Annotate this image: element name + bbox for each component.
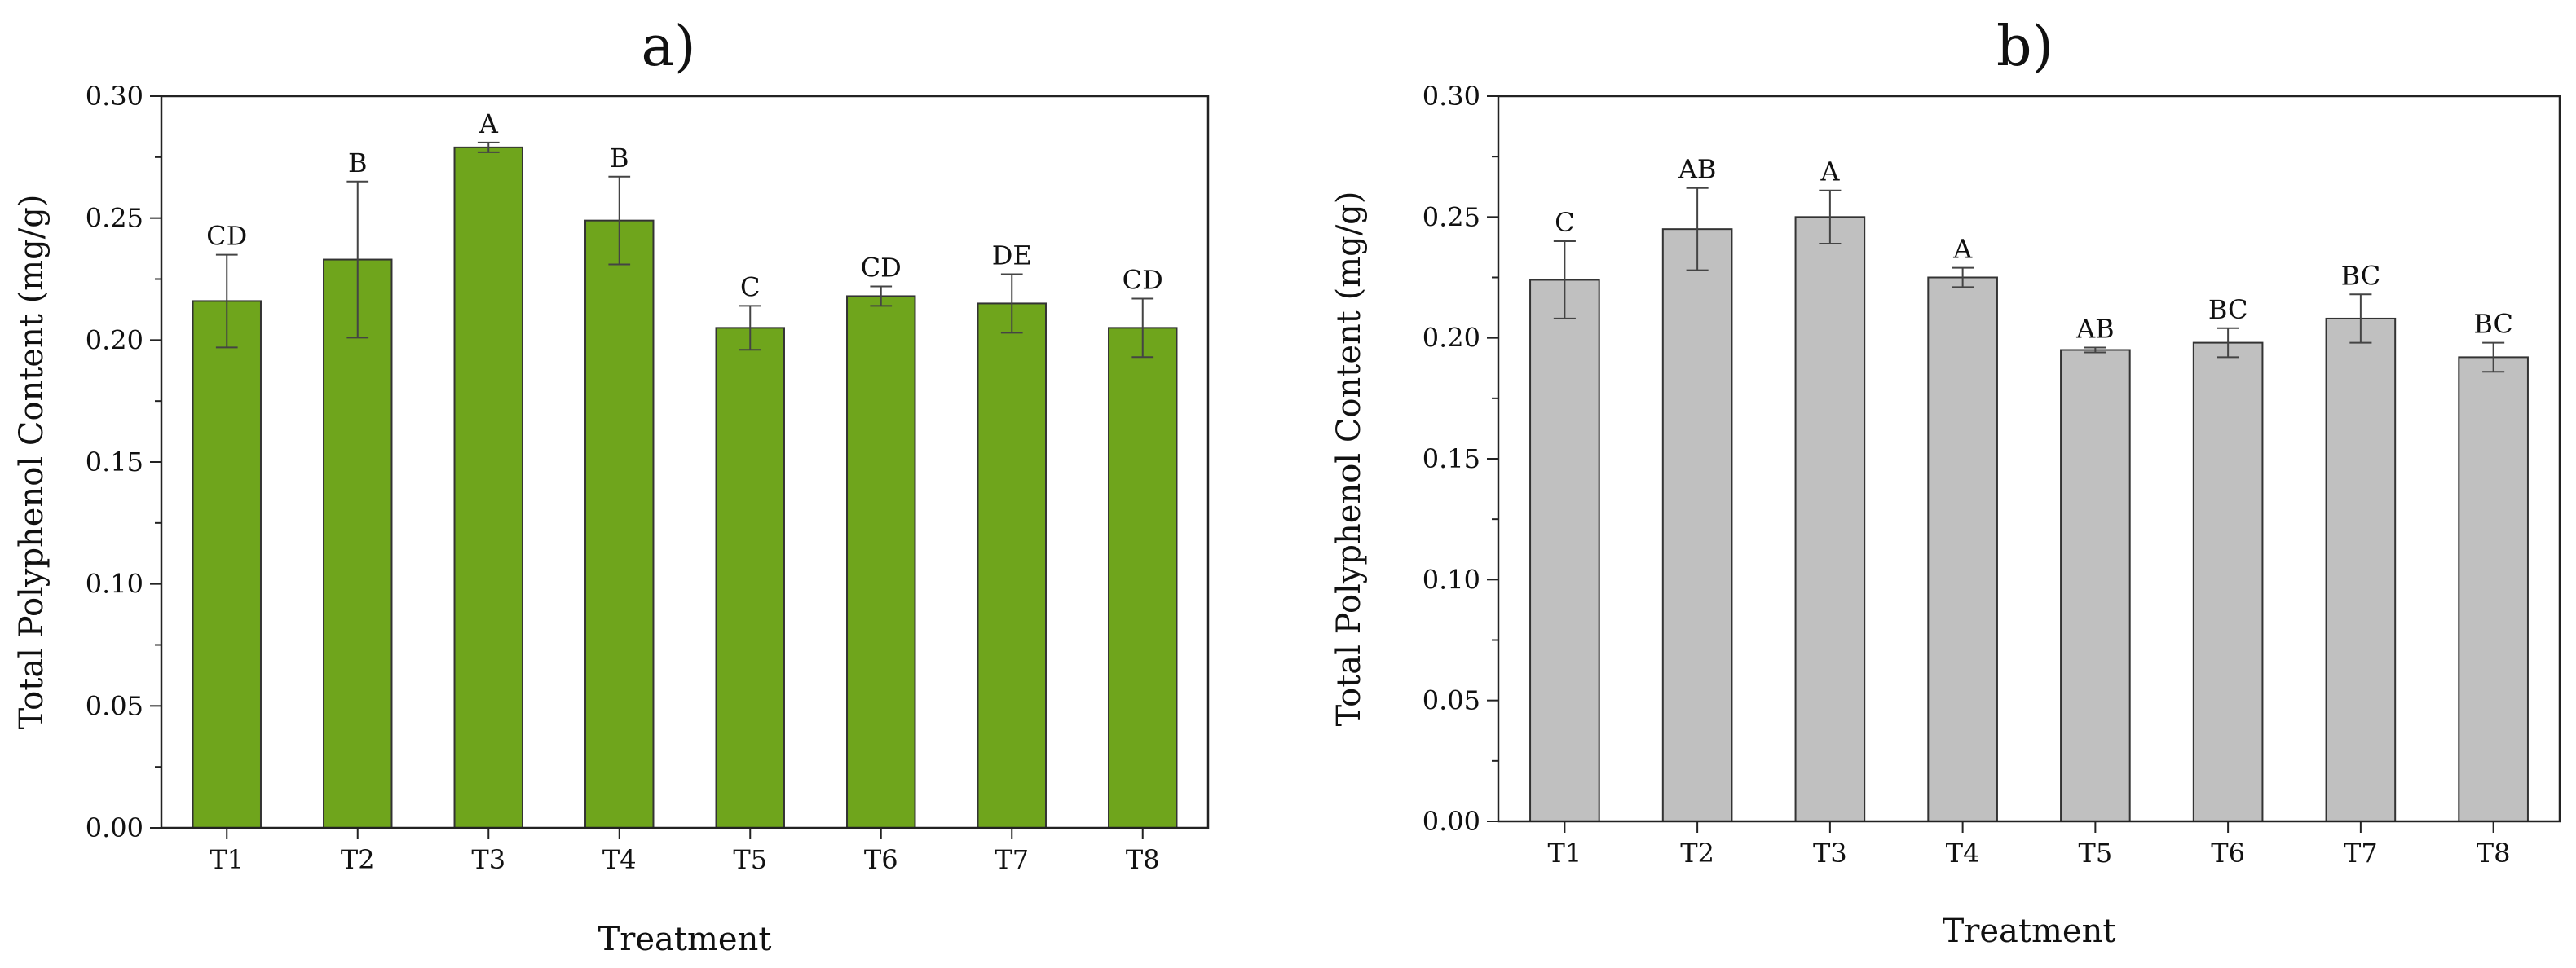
- x-tick-label: T6: [864, 844, 898, 875]
- significance-label: DE: [992, 240, 1032, 271]
- bar-T1: [192, 300, 262, 829]
- bar-T2: [323, 258, 393, 829]
- significance-label: BC: [2341, 260, 2381, 291]
- bar-T7: [977, 302, 1047, 829]
- plot-frame: [160, 95, 1210, 829]
- significance-label: A: [1952, 234, 1973, 265]
- y-tick-label: 0.30: [1423, 81, 1480, 112]
- bar-T3: [1794, 216, 1866, 823]
- x-tick-label: T4: [1946, 838, 1980, 869]
- bar-T2: [1661, 228, 1733, 822]
- y-axis-label: Total Polyphenol Content (mg/g): [13, 195, 51, 730]
- significance-label: CD: [861, 252, 902, 283]
- y-tick-label: 0.15: [86, 447, 143, 477]
- plot-frame: [1497, 95, 2561, 823]
- bar-T4: [584, 219, 655, 829]
- bar-T4: [1927, 276, 1998, 822]
- bar-T8: [1108, 327, 1178, 829]
- x-tick-label: T2: [1680, 838, 1714, 869]
- significance-label: AB: [1678, 154, 1717, 185]
- x-tick-label: T3: [1813, 838, 1847, 869]
- significance-label: CD: [206, 221, 247, 252]
- significance-label: BC: [2208, 294, 2248, 325]
- y-tick-label: 0.30: [86, 81, 143, 112]
- y-tick-label: 0.25: [86, 203, 143, 234]
- y-tick-label: 0.20: [86, 324, 143, 355]
- significance-label: CD: [1123, 264, 1163, 295]
- x-tick-label: T8: [1126, 844, 1160, 875]
- significance-label: B: [348, 147, 368, 178]
- y-tick-label: 0.25: [1423, 201, 1480, 232]
- x-axis-label: Treatment: [598, 921, 772, 958]
- chart-title: a): [641, 15, 695, 79]
- significance-label: BC: [2473, 309, 2513, 340]
- chart-panel-a: a) CD T1 B T2 A T3 B T4 C T5 CD T6 DE T7 CD T8 0.00 0.05 0.…: [13, 15, 1210, 958]
- x-tick-label: T8: [2477, 838, 2511, 869]
- significance-label: B: [610, 143, 629, 174]
- chart-panel-b: b) C T1 AB T2 A T3 A T4 AB T5 BC T6 BC T7 BC T8 0.00 0.05 0…: [1330, 15, 2561, 950]
- significance-label: A: [1820, 156, 1840, 187]
- bar-T1: [1529, 279, 1600, 822]
- x-tick-label: T2: [341, 844, 375, 875]
- x-tick-label: T5: [733, 844, 767, 875]
- significance-label: A: [479, 108, 499, 139]
- y-tick-label: 0.10: [1423, 564, 1480, 595]
- y-tick-label: 0.05: [86, 690, 143, 721]
- y-tick-label: 0.05: [1423, 685, 1480, 716]
- bar-T3: [453, 146, 523, 829]
- x-tick-label: T3: [471, 844, 505, 875]
- x-tick-label: T6: [2211, 838, 2245, 869]
- x-tick-label: T7: [995, 844, 1029, 875]
- y-tick-label: 0.20: [1423, 323, 1480, 354]
- x-tick-label: T1: [1548, 838, 1582, 869]
- significance-label: C: [1555, 207, 1574, 238]
- bar-T6: [846, 295, 916, 829]
- y-tick-label: 0.15: [1423, 443, 1480, 474]
- y-axis-label: Total Polyphenol Content (mg/g): [1330, 191, 1368, 727]
- bar-T6: [2192, 341, 2264, 823]
- bar-T5: [2060, 349, 2131, 822]
- y-tick-label: 0.00: [86, 812, 143, 843]
- x-axis-label: Treatment: [1943, 913, 2116, 950]
- chart-title: b): [1996, 15, 2053, 79]
- bar-T7: [2325, 317, 2397, 822]
- x-tick-label: T4: [602, 844, 637, 875]
- bar-T5: [715, 327, 785, 829]
- significance-label: C: [740, 271, 760, 302]
- significance-label: AB: [2075, 314, 2115, 345]
- x-tick-label: T1: [210, 844, 244, 875]
- y-tick-label: 0.10: [86, 569, 143, 600]
- bar-T8: [2458, 356, 2529, 822]
- x-tick-label: T7: [2344, 838, 2378, 869]
- x-tick-label: T5: [2079, 838, 2113, 869]
- y-tick-label: 0.00: [1423, 806, 1480, 837]
